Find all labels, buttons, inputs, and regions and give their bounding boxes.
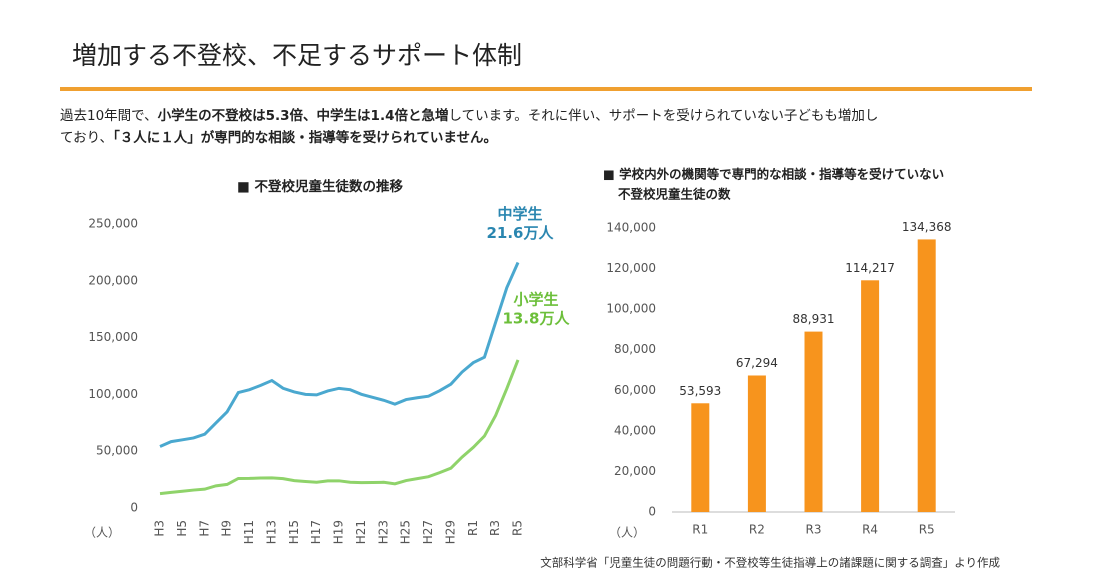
series-annotation: 21.6万人 <box>486 224 554 242</box>
description-text: 「３人に１人」が専門的な相談・指導等を受けられていません。 <box>113 130 498 146</box>
x-tick-label: H9 <box>220 520 234 537</box>
x-tick-label: H15 <box>287 520 301 544</box>
y-tick-label: 0 <box>648 505 656 519</box>
y-tick-label: 20,000 <box>614 464 656 478</box>
y-tick-label: 250,000 <box>88 217 138 231</box>
x-tick-label: H19 <box>332 520 346 544</box>
x-tick-label: R1 <box>466 520 480 536</box>
x-tick-label: H23 <box>376 520 390 544</box>
y-tick-label: 100,000 <box>88 387 138 401</box>
bar <box>747 375 766 512</box>
bar <box>861 280 880 512</box>
x-tick-label: H11 <box>242 520 256 544</box>
x-tick-label: R3 <box>488 520 502 536</box>
chart-title: ■ 学校内外の機関等で専門的な相談・指導等を受けていない <box>603 167 944 182</box>
value-label: 53,593 <box>679 384 721 398</box>
unit-label: （人） <box>609 526 645 540</box>
bar <box>691 403 710 512</box>
y-tick-label: 150,000 <box>88 330 138 344</box>
x-tick-label: H13 <box>264 520 278 544</box>
description-line: 過去10年間で、小学生の不登校は5.3倍、中学生は1.4倍と急増しています。それ… <box>60 105 878 127</box>
source-note: 文部科学省「児童生徒の問題行動・不登校等生徒指導上の諸課題に関する調査」より作成 <box>540 556 1000 570</box>
chart-title: ■ 不登校児童生徒数の推移 <box>237 178 403 195</box>
slide-title: 増加する不登校、不足するサポート体制 <box>72 41 523 70</box>
x-tick-label: R4 <box>862 523 878 537</box>
y-tick-label: 140,000 <box>606 221 656 235</box>
x-tick-label: H3 <box>153 520 167 537</box>
description: 過去10年間で、小学生の不登校は5.3倍、中学生は1.4倍と急増しています。それ… <box>60 105 878 149</box>
x-tick-label: R1 <box>692 523 708 537</box>
value-label: 114,217 <box>845 261 895 275</box>
bar <box>917 239 936 512</box>
y-tick-label: 100,000 <box>606 302 656 316</box>
x-tick-label: H21 <box>354 520 368 544</box>
data-line <box>159 261 520 448</box>
y-tick-label: 120,000 <box>606 261 656 275</box>
y-tick-label: 200,000 <box>88 273 138 287</box>
y-tick-label: 60,000 <box>614 383 656 397</box>
description-text: 小学生の不登校は5.3倍、中学生は1.4倍と急増 <box>157 108 449 124</box>
data-line <box>159 359 520 496</box>
x-tick-label: R5 <box>919 523 935 537</box>
value-label: 134,368 <box>902 220 952 234</box>
description-text: 過去10年間で、 <box>60 108 158 124</box>
series-annotation: 13.8万人 <box>502 309 570 327</box>
x-tick-label: H7 <box>197 520 211 537</box>
x-tick-label: R2 <box>749 523 765 537</box>
x-tick-label: R3 <box>806 523 822 537</box>
description-line: ており、「３人に１人」が専門的な相談・指導等を受けられていません。 <box>60 127 878 149</box>
value-label: 67,294 <box>736 356 778 370</box>
header-rule <box>60 87 1032 91</box>
description-text: しています。それに伴い、サポートを受けられていない子どもも増加し <box>448 108 879 124</box>
value-label: 88,931 <box>793 312 835 326</box>
x-tick-label: H29 <box>443 520 457 544</box>
y-tick-label: 40,000 <box>614 423 656 437</box>
description-text: ており、 <box>60 130 114 146</box>
y-tick-label: 0 <box>130 501 138 515</box>
y-tick-label: 50,000 <box>96 444 138 458</box>
bar <box>804 331 823 512</box>
chart-title: 不登校児童生徒の数 <box>618 187 731 202</box>
x-tick-label: H5 <box>175 520 189 537</box>
x-tick-label: H25 <box>399 520 413 544</box>
x-tick-label: R5 <box>511 520 525 536</box>
series-name: 中学生 <box>497 205 542 223</box>
y-tick-label: 80,000 <box>614 342 656 356</box>
unit-label: （人） <box>84 526 120 540</box>
x-tick-label: H27 <box>421 520 435 544</box>
series-name: 小学生 <box>513 290 558 308</box>
x-tick-label: H17 <box>309 520 323 544</box>
